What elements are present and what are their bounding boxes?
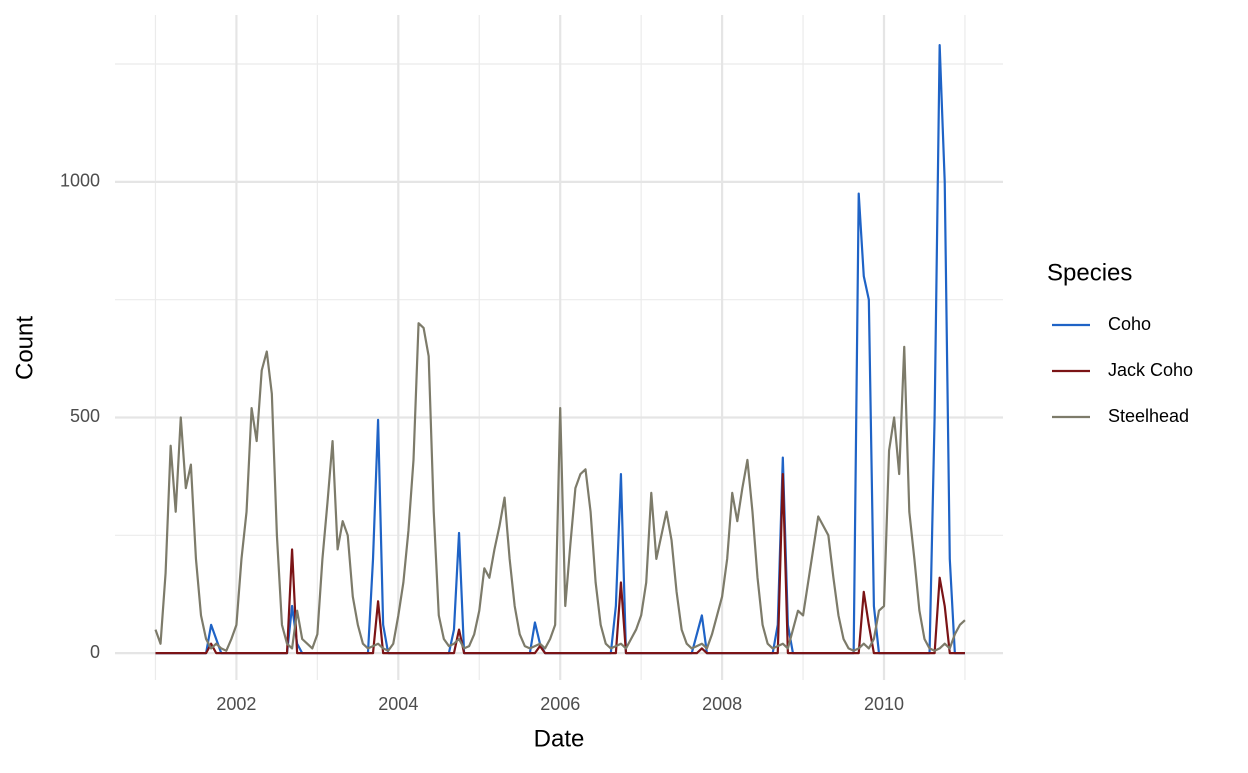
- legend-label: Steelhead: [1108, 406, 1189, 426]
- x-tick-label: 2010: [864, 694, 904, 714]
- x-tick-label: 2008: [702, 694, 742, 714]
- y-tick-label: 0: [90, 642, 100, 662]
- x-tick-label: 2006: [540, 694, 580, 714]
- legend-label: Jack Coho: [1108, 360, 1193, 380]
- y-axis-label: Count: [11, 316, 38, 380]
- legend-title: Species: [1047, 259, 1132, 286]
- x-axis-label: Date: [534, 725, 585, 752]
- x-tick-label: 2004: [378, 694, 418, 714]
- y-tick-label: 500: [70, 406, 100, 426]
- x-tick-label: 2002: [216, 694, 256, 714]
- series-line: [154, 322, 966, 652]
- y-tick-label: 1000: [60, 171, 100, 191]
- legend-label: Coho: [1108, 314, 1151, 334]
- series-line: [155, 472, 965, 655]
